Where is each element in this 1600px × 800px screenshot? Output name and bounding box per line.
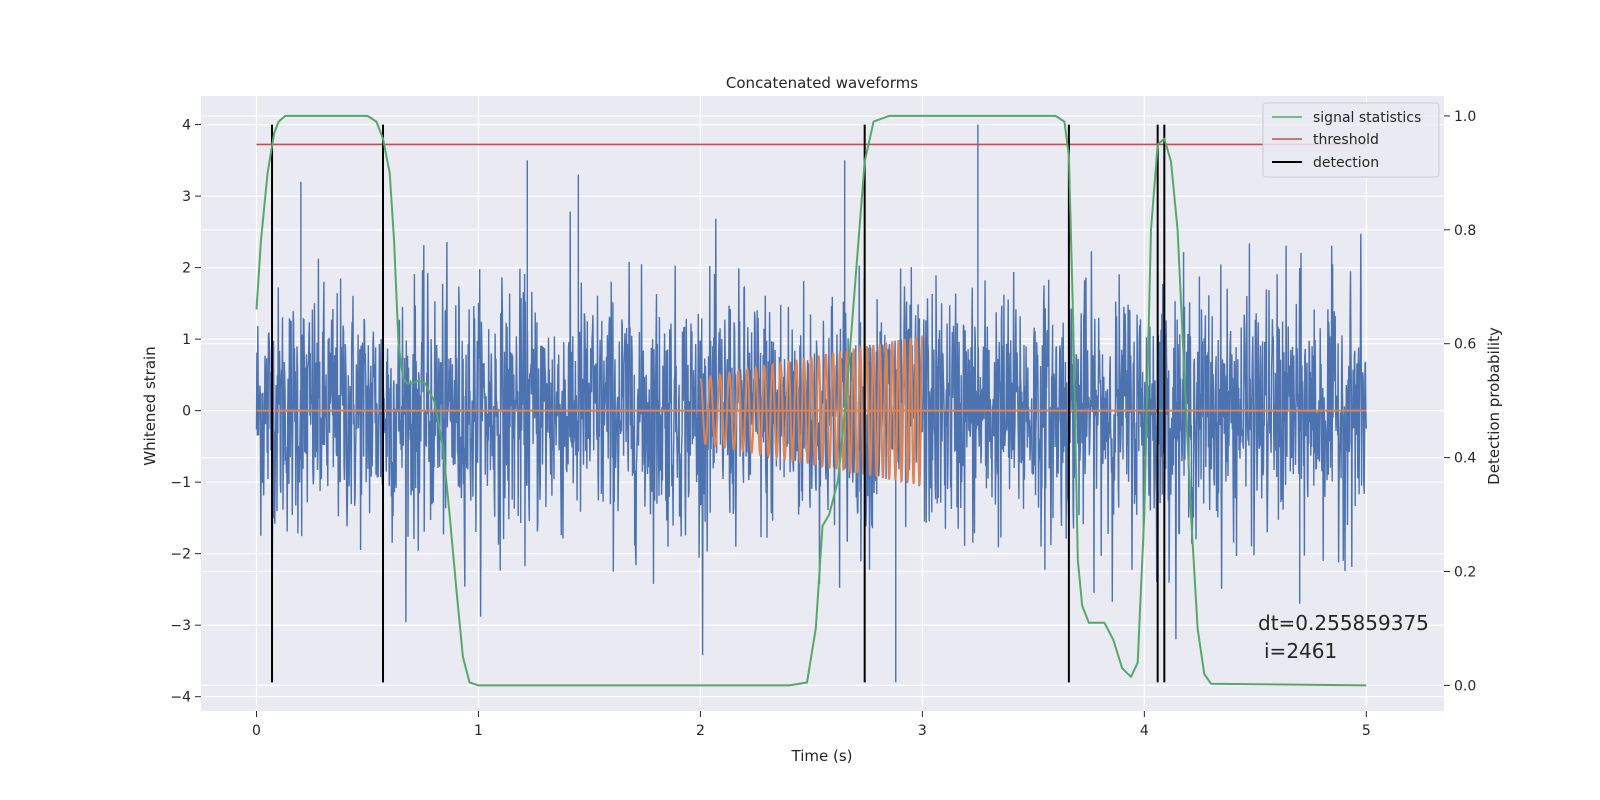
signal-statistics-series [255, 114, 1367, 687]
x-tick-label: 1 [474, 723, 483, 739]
y-axis-right-ticks: 0.0 0.2 0.4 0.6 0.8 1.0 [1444, 109, 1476, 694]
y-tick-label: 2 [182, 261, 191, 277]
y-right-tick-label: 0.2 [1454, 564, 1476, 580]
noise-series [255, 124, 1367, 683]
x-tick-label: 0 [252, 723, 261, 739]
chart-title: Concatenated waveforms [726, 74, 918, 92]
y-tick-label: 1 [182, 332, 191, 348]
detection-series [271, 124, 1166, 683]
y-right-tick-label: 0.8 [1454, 223, 1476, 239]
y-tick-label: −1 [170, 475, 191, 491]
y-axis-right-label: Detection probability [1485, 327, 1503, 485]
injection-series [256, 335, 1367, 486]
x-axis-ticks: 0 1 2 3 4 5 [252, 711, 1371, 739]
noise-line [255, 211, 1367, 656]
y-right-tick-label: 0.0 [1454, 678, 1476, 694]
y-tick-label: 0 [182, 404, 191, 420]
y-tick-label: −2 [170, 547, 191, 563]
y-tick-label: 3 [182, 189, 191, 205]
x-tick-label: 2 [696, 723, 705, 739]
y-tick-label: −3 [170, 618, 191, 634]
x-tick-label: 4 [1140, 723, 1149, 739]
legend-label-threshold: threshold [1313, 132, 1379, 148]
y-tick-label: 4 [182, 118, 191, 134]
y-right-tick-label: 0.6 [1454, 337, 1476, 353]
x-tick-label: 3 [918, 723, 927, 739]
y-axis-left-ticks: −4 −3 −2 −1 0 1 2 3 4 [170, 118, 201, 706]
y-tick-label: −4 [170, 690, 191, 706]
y-axis-label: Whitened strain [141, 346, 159, 465]
legend-label-signal-statistics: signal statistics [1313, 110, 1421, 126]
y-right-tick-label: 1.0 [1454, 109, 1476, 125]
legend-label-detection: detection [1313, 155, 1379, 171]
legend: signal statistics threshold detection [1262, 102, 1440, 178]
signal-statistics-line [255, 114, 1367, 687]
injection-line [699, 335, 924, 486]
y-right-tick-label: 0.4 [1454, 451, 1476, 467]
x-tick-label: 5 [1362, 723, 1371, 739]
legend-box [1262, 102, 1440, 178]
annotation-dt: dt=0.255859375 [1258, 611, 1429, 635]
annotation-i: i=2461 [1264, 639, 1337, 663]
x-axis-label: Time (s) [791, 747, 853, 765]
